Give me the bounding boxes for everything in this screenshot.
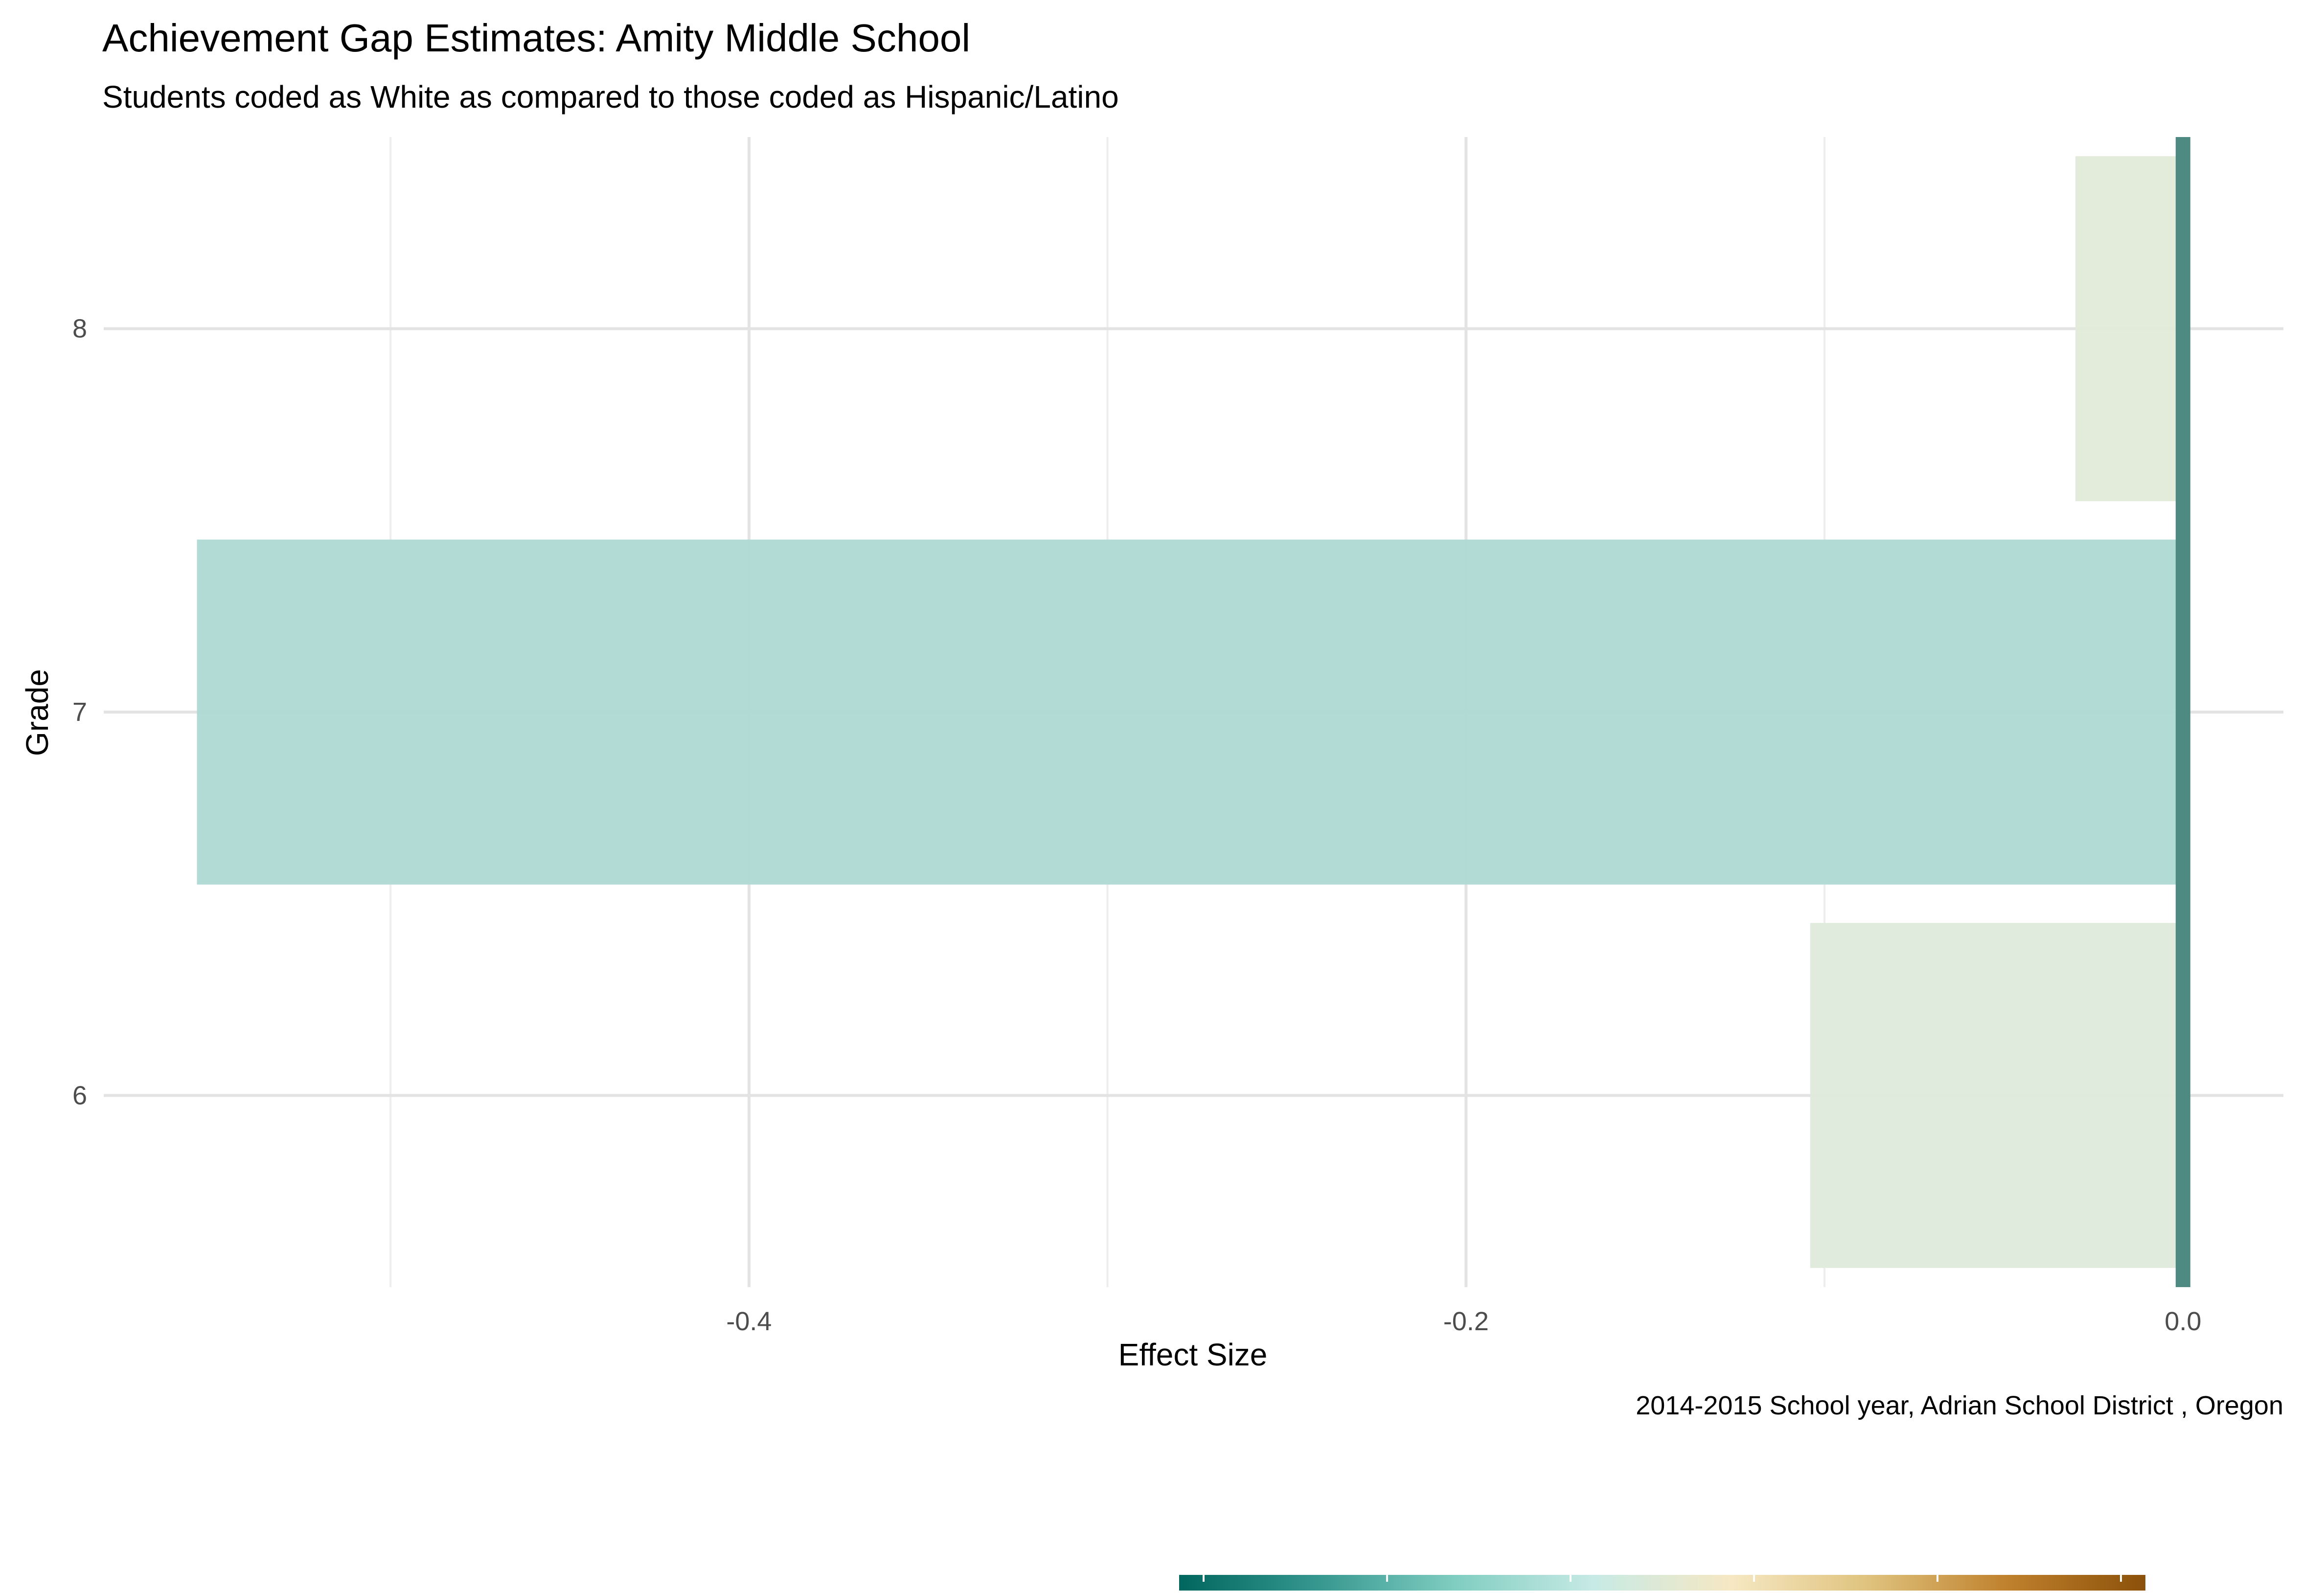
x-tick-label: -0.2 [1443,1307,1489,1336]
x-axis-label: Effect Size [1118,1337,1268,1372]
bar-grade-7 [197,539,2183,885]
y-axis-label: Grade [20,669,55,756]
y-tick-label-grade-7: 7 [72,697,87,727]
bar-grade-6 [1810,923,2183,1268]
y-tick-label-grade-6: 6 [72,1081,87,1110]
chart-title: Achievement Gap Estimates: Amity Middle … [102,16,970,60]
chart-subtitle: Students coded as White as compared to t… [102,79,1119,115]
bar-grade-8 [2075,156,2183,502]
x-tick-label: -0.4 [726,1307,772,1336]
colorbar-legend [1179,1575,2145,1593]
colorbar-gradient-bar [1179,1575,2145,1593]
tick-layer: -0.4 -0.2 0.0 6 7 8 [72,314,2201,1336]
x-tick-label: 0.0 [2165,1307,2201,1336]
chart-caption: 2014-2015 School year, Adrian School Dis… [1636,1391,2283,1420]
bar-layer [197,156,2183,1268]
y-tick-label-grade-8: 8 [72,314,87,344]
